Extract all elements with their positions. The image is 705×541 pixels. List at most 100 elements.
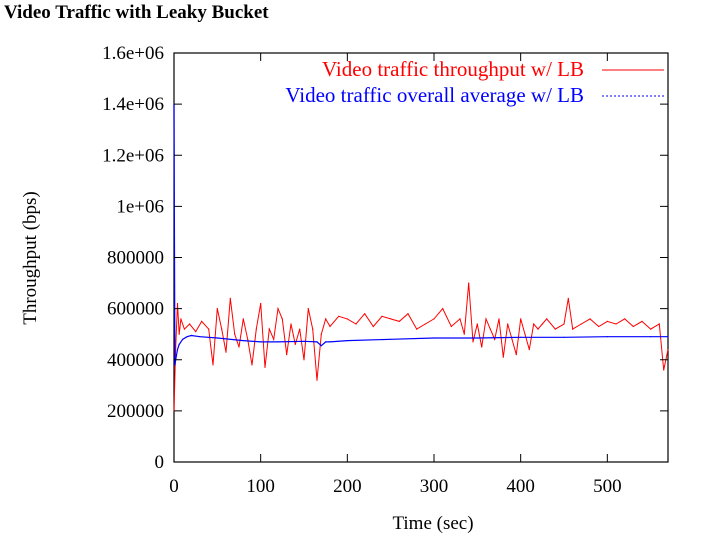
throughput-data-point — [312, 328, 314, 330]
y-tick-label: 0 — [155, 452, 165, 473]
throughput-data-point — [537, 328, 539, 330]
throughput-data-point — [650, 328, 652, 330]
throughput-data-point — [520, 318, 522, 320]
throughput-data-point — [273, 338, 275, 340]
throughput-data-point — [528, 348, 530, 351]
throughput-data-point — [632, 325, 634, 328]
average-data-point — [563, 336, 565, 338]
throughput-data-point — [264, 366, 266, 368]
throughput-data-point — [329, 325, 331, 328]
throughput-data-point — [459, 318, 461, 320]
throughput-data-point — [238, 346, 240, 348]
x-tick-label: 100 — [246, 476, 275, 497]
y-tick-label: 1.6e+06 — [102, 43, 164, 64]
average-data-point — [199, 336, 201, 338]
throughput-data-point — [307, 308, 309, 310]
throughput-data-point — [251, 364, 253, 366]
average-data-point — [190, 334, 192, 337]
throughput-data-point — [195, 331, 197, 333]
throughput-data-point — [242, 318, 244, 320]
average-data-point — [476, 337, 478, 339]
throughput-data-point — [624, 318, 626, 320]
throughput-data-point — [176, 302, 179, 305]
y-tick-label: 600000 — [107, 299, 164, 320]
average-series-line — [173, 104, 668, 365]
throughput-data-point — [364, 313, 366, 315]
throughput-data-point — [580, 323, 582, 325]
ticks-layer: 0 100 200 300 400 500 0 200000 400000 600000 80000… — [102, 43, 668, 497]
throughput-data-point — [316, 379, 318, 381]
throughput-data-point — [178, 333, 180, 335]
throughput-data-point — [277, 308, 279, 310]
throughput-data-point — [502, 356, 504, 358]
plot-frame — [173, 52, 669, 463]
throughput-data-point — [381, 315, 383, 317]
plot-border — [173, 52, 669, 463]
throughput-data-point — [450, 325, 452, 328]
y-tick-label: 400000 — [107, 350, 164, 371]
average-data-point — [606, 336, 608, 338]
throughput-data-point — [180, 318, 182, 320]
throughput-data-point — [589, 318, 591, 320]
y-tick-label: 1e+06 — [116, 196, 164, 217]
throughput-data-point — [567, 297, 569, 299]
average-data-point — [433, 337, 435, 339]
throughput-data-point — [533, 323, 535, 325]
throughput-data-point — [667, 348, 669, 351]
throughput-data-point — [481, 346, 483, 348]
throughput-data-point — [268, 328, 270, 330]
series-layer — [173, 103, 669, 412]
throughput-data-point — [183, 328, 185, 330]
x-axis-label: Time (sec) — [392, 513, 473, 534]
throughput-data-point — [260, 302, 262, 305]
throughput-data-point — [286, 354, 288, 356]
average-data-point — [216, 337, 218, 339]
throughput-data-point — [641, 320, 643, 322]
throughput-data-point — [563, 323, 565, 325]
average-data-point — [390, 338, 392, 340]
average-data-point — [176, 348, 179, 351]
throughput-data-point — [507, 323, 509, 325]
x-tick-label: 300 — [420, 476, 449, 497]
x-tick-label: 400 — [506, 476, 535, 497]
throughput-data-point — [494, 338, 496, 340]
average-data-point — [325, 341, 327, 343]
throughput-data-point — [346, 318, 348, 320]
average-data-point — [277, 341, 279, 343]
throughput-series-line — [173, 283, 669, 411]
throughput-data-point — [416, 328, 418, 330]
throughput-data-point — [546, 318, 548, 320]
throughput-data-point — [541, 323, 543, 325]
throughput-data-point — [355, 323, 357, 325]
throughput-data-point — [325, 318, 327, 320]
x-tick-label: 200 — [333, 476, 362, 497]
throughput-data-point — [303, 359, 305, 361]
throughput-data-point — [472, 341, 474, 343]
x-tick-label: 500 — [593, 476, 622, 497]
throughput-data-point — [398, 320, 400, 322]
throughput-data-point — [515, 354, 517, 356]
average-data-point — [186, 336, 188, 338]
average-data-point — [303, 340, 305, 342]
throughput-data-point — [498, 318, 500, 320]
throughput-data-point — [247, 338, 249, 340]
throughput-data-point — [476, 323, 478, 325]
throughput-data-point — [572, 328, 574, 330]
throughput-data-point — [225, 351, 227, 353]
throughput-data-point — [663, 369, 665, 371]
throughput-data-point — [255, 328, 257, 330]
y-tick-label: 800000 — [107, 248, 164, 269]
throughput-data-point — [407, 313, 409, 315]
throughput-data-point — [212, 364, 214, 366]
average-data-point — [182, 338, 184, 340]
throughput-data-point — [234, 333, 236, 335]
average-data-point — [260, 341, 262, 343]
throughput-data-point — [299, 328, 301, 330]
y-tick-label: 1.2e+06 — [102, 145, 164, 166]
y-axis-label: Throughput (bps) — [20, 191, 41, 325]
throughput-data-point — [294, 343, 296, 345]
throughput-data-point — [424, 323, 426, 325]
throughput-data-point — [290, 323, 292, 325]
